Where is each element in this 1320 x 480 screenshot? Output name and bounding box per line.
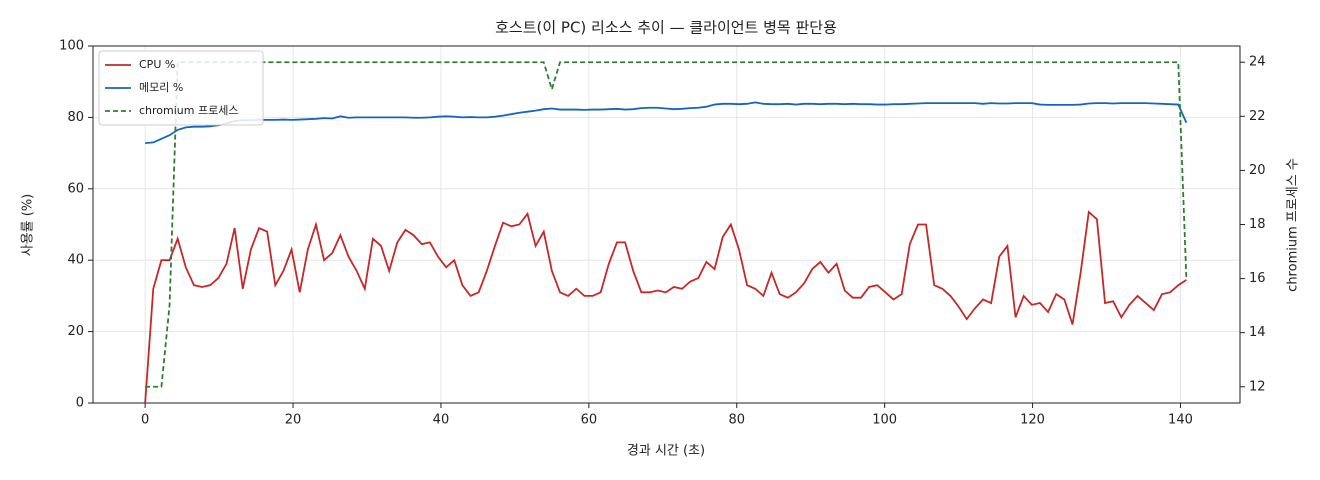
y2-tick-label: 18 (1249, 217, 1266, 232)
y-tick-label: 80 (67, 110, 84, 125)
y-tick-label: 60 (67, 181, 84, 196)
x-tick-label: 40 (433, 413, 450, 428)
x-axis-label: 경과 시간 (초) (627, 444, 705, 459)
legend-label: CPU % (139, 58, 175, 71)
data-line (145, 101, 1188, 144)
y2-tick-label: 12 (1249, 379, 1266, 394)
chart-title: 호스트(이 PC) 리소스 추이 — 클라이언트 병목 판단용 (495, 19, 837, 37)
y2-tick-label: 22 (1249, 109, 1266, 124)
y-axis-label: 사용률 (%) (21, 194, 36, 257)
legend-label: 메모리 % (139, 81, 183, 94)
y-tick-label: 0 (76, 396, 84, 411)
y2-tick-label: 20 (1249, 163, 1266, 178)
plot-frame (92, 45, 1241, 404)
x-tick-label: 100 (872, 413, 897, 428)
y-tick-label: 20 (67, 324, 84, 339)
y-tick-label: 100 (59, 39, 84, 54)
legend-label: chromium 프로세스 (139, 104, 238, 117)
x-tick-label: 140 (1168, 413, 1193, 428)
legend: CPU % 메모리 % chromium 프로세스 (98, 50, 264, 126)
y2-axis-label: chromium 프로세스 수 (1286, 158, 1301, 292)
y2-tick-label: 16 (1249, 271, 1266, 286)
data-line (144, 210, 1187, 404)
x-tick-label: 20 (285, 413, 302, 428)
x-tick-label: 80 (728, 413, 745, 428)
y2-tick-label: 24 (1249, 55, 1266, 70)
y-tick-label: 40 (67, 253, 84, 268)
y2-tick-label: 14 (1249, 325, 1266, 340)
legend-box (98, 50, 264, 126)
x-tick-label: 0 (141, 413, 149, 428)
x-tick-label: 120 (1020, 413, 1045, 428)
data-line (145, 61, 1188, 388)
x-tick-label: 60 (581, 413, 598, 428)
